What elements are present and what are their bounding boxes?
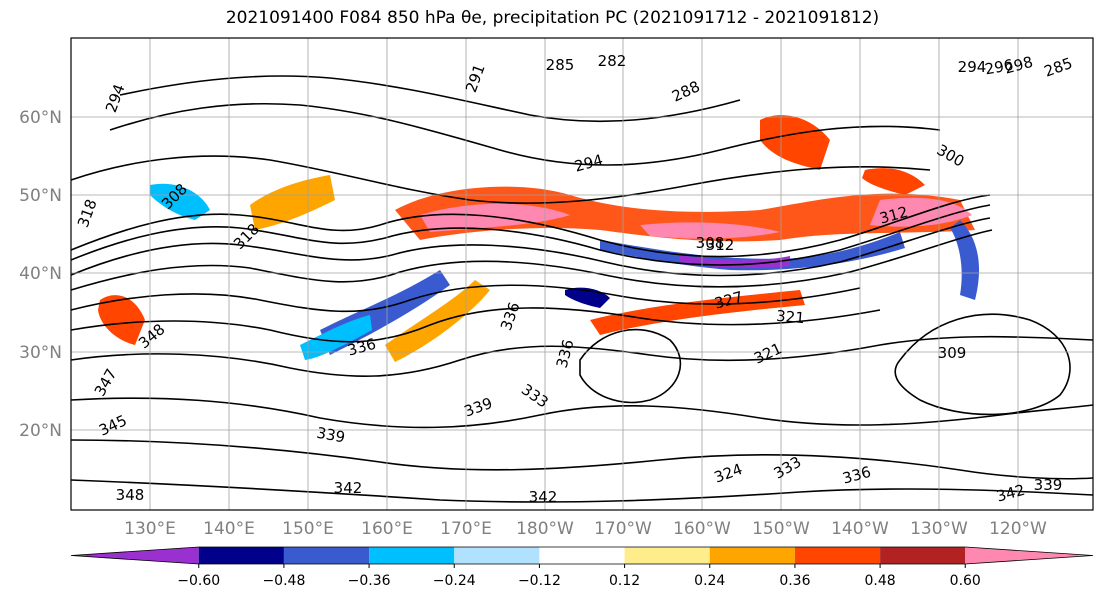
lat-label: 30°N bbox=[19, 343, 62, 363]
contour-line bbox=[70, 194, 991, 258]
contour-label: 312 bbox=[706, 236, 735, 254]
map-frame bbox=[70, 37, 1094, 511]
gridlines bbox=[71, 38, 1093, 510]
colorbar-segment bbox=[283, 547, 370, 564]
lon-label: 160°W bbox=[673, 519, 731, 539]
anomaly-positive-streak-2 bbox=[590, 290, 805, 335]
contour-line bbox=[119, 75, 741, 123]
colorbar-tick-label: 0.12 bbox=[609, 573, 640, 589]
contour-label: 342 bbox=[529, 488, 558, 506]
colorbar-tick-label: −0.36 bbox=[348, 573, 391, 589]
colorbar-tick-label: 0.60 bbox=[950, 573, 981, 589]
contour-line bbox=[70, 479, 1094, 503]
contour-line bbox=[70, 217, 991, 277]
contour-label: 348 bbox=[116, 486, 145, 504]
lat-labels: 60°N 50°N 40°N 30°N 20°N bbox=[19, 108, 62, 441]
colorbar-segment bbox=[71, 547, 199, 564]
map-background bbox=[71, 38, 1093, 510]
lon-label: 130°W bbox=[910, 519, 968, 539]
lat-label: 60°N bbox=[19, 108, 62, 128]
colorbar-tick-label: −0.60 bbox=[177, 573, 220, 589]
lon-label: 160°E bbox=[361, 519, 413, 539]
lon-label: 140°E bbox=[203, 519, 255, 539]
anomaly-positive-band bbox=[395, 186, 975, 242]
colorbar: −0.60 −0.48 −0.36 −0.24 −0.12 0.12 0.24 0.36 0.4… bbox=[70, 546, 1094, 589]
lat-label: 20°N bbox=[19, 421, 62, 441]
contour-line bbox=[894, 313, 1071, 416]
colorbar-segment bbox=[454, 547, 540, 564]
lon-label: 130°E bbox=[124, 519, 176, 539]
lon-label: 170°W bbox=[594, 519, 652, 539]
colorbar-tick-label: −0.12 bbox=[518, 573, 561, 589]
anomaly-far-east-positive bbox=[862, 168, 925, 195]
lon-label: 150°E bbox=[282, 519, 334, 539]
anomaly-pink-mid bbox=[640, 222, 780, 239]
contour-line bbox=[70, 229, 993, 291]
contour-label: 321 bbox=[775, 307, 805, 327]
chart-title: 2021091400 F084 850 hPa θe, precipitatio… bbox=[225, 8, 880, 28]
contour-line bbox=[70, 335, 1094, 377]
contour-line bbox=[70, 155, 931, 204]
contour-line bbox=[109, 102, 941, 166]
anomaly-positive-streak-1 bbox=[385, 280, 490, 362]
lon-label: 120°W bbox=[989, 519, 1047, 539]
lon-label: 140°W bbox=[831, 519, 889, 539]
contour-line bbox=[70, 204, 991, 266]
contour-label: 296 bbox=[983, 56, 1014, 79]
colorbar-tick-label: 0.48 bbox=[864, 573, 895, 589]
colorbar-segment bbox=[198, 547, 284, 564]
anomaly-japan-negative bbox=[150, 183, 210, 220]
contour-label: 339 bbox=[1034, 476, 1063, 494]
contour-label: 309 bbox=[938, 344, 967, 362]
lon-label: 180°W bbox=[516, 519, 574, 539]
contour-line bbox=[70, 284, 861, 313]
contour-label: 282 bbox=[598, 52, 627, 70]
contour-label: 308 bbox=[696, 234, 725, 252]
contour-label: 342 bbox=[334, 479, 363, 497]
lon-labels: 130°E 140°E 150°E 160°E 170°E 180°W 170°… bbox=[124, 519, 1047, 539]
colorbar-segment bbox=[794, 547, 881, 564]
colorbar-segment bbox=[709, 547, 795, 564]
contour-label: 285 bbox=[546, 56, 575, 74]
colorbar-tick-label: 0.24 bbox=[694, 573, 725, 589]
lon-label: 150°W bbox=[752, 519, 810, 539]
contour-label: 294 bbox=[958, 58, 987, 76]
lon-label: 170°E bbox=[440, 519, 492, 539]
lat-label: 40°N bbox=[19, 264, 62, 284]
colorbar-segment bbox=[880, 547, 966, 564]
colorbar-segment bbox=[539, 547, 625, 564]
theta-e-contours bbox=[70, 75, 1094, 503]
anomaly-west-positive bbox=[250, 175, 335, 230]
contour-label: 339 bbox=[315, 424, 346, 447]
contour-line bbox=[579, 328, 682, 404]
colorbar-tick-label: −0.24 bbox=[433, 573, 476, 589]
colorbar-segment bbox=[369, 547, 455, 564]
anomaly-pink-core bbox=[420, 203, 570, 232]
contour-line bbox=[70, 439, 1094, 480]
colorbar-segment bbox=[965, 547, 1093, 564]
lat-label: 50°N bbox=[19, 186, 62, 206]
anomaly-alaska-positive bbox=[760, 115, 830, 170]
anomaly-west-red bbox=[98, 295, 145, 345]
colorbar-tick-label: −0.48 bbox=[262, 573, 305, 589]
anomaly-negative-band bbox=[600, 232, 905, 271]
contour-line bbox=[70, 397, 1094, 429]
anomaly-sw-negative-light bbox=[300, 315, 372, 360]
contour-line bbox=[70, 307, 881, 343]
colorbar-segment bbox=[624, 547, 710, 564]
colorbar-tick-label: 0.36 bbox=[779, 573, 810, 589]
precip-shading bbox=[98, 115, 980, 362]
